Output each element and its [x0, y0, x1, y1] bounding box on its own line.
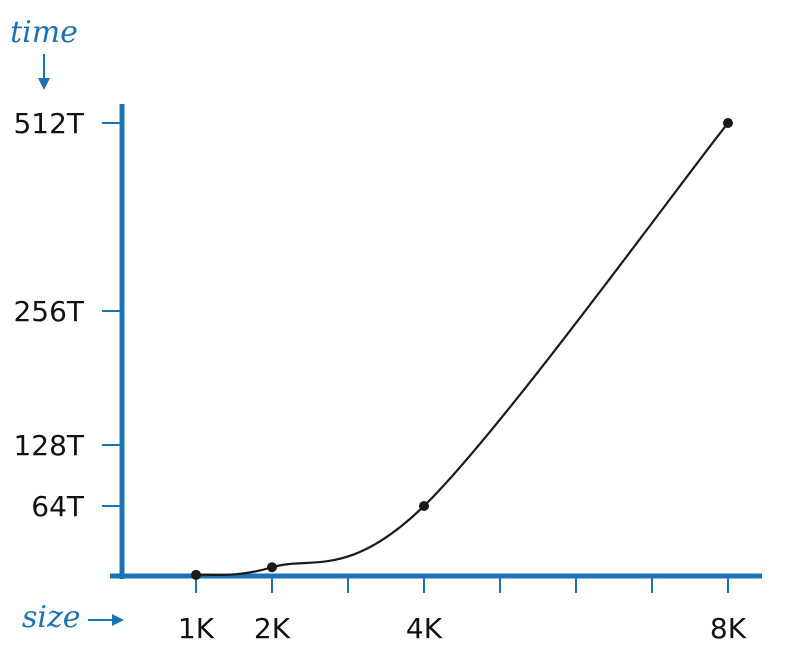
y-axis-title: time [10, 15, 78, 50]
axes [110, 104, 762, 579]
y-tick-label: 128T [13, 429, 84, 462]
data-points [191, 118, 733, 580]
x-axis-title: size [22, 600, 81, 635]
axis-arrows [38, 54, 124, 626]
x-tick-label: 4K [406, 612, 443, 645]
y-tick-label: 256T [13, 295, 84, 328]
ticks [102, 122, 729, 593]
y-tick-label: 512T [13, 107, 84, 140]
data-point [191, 569, 201, 580]
down-arrow-head-icon [38, 78, 50, 90]
data-curve [195, 122, 729, 577]
x-tick-label: 8K [710, 612, 747, 645]
right-arrow-head-icon [112, 614, 124, 626]
x-tick-label: 1K [178, 612, 215, 645]
y-tick-label: 64T [31, 490, 85, 523]
tick-labels: 1K 2K 4K 8K 64T 128T 256T 512T [13, 107, 746, 645]
data-point [267, 562, 277, 573]
data-point [723, 118, 733, 128]
x-tick-label: 2K [254, 612, 291, 645]
data-point [419, 501, 429, 511]
